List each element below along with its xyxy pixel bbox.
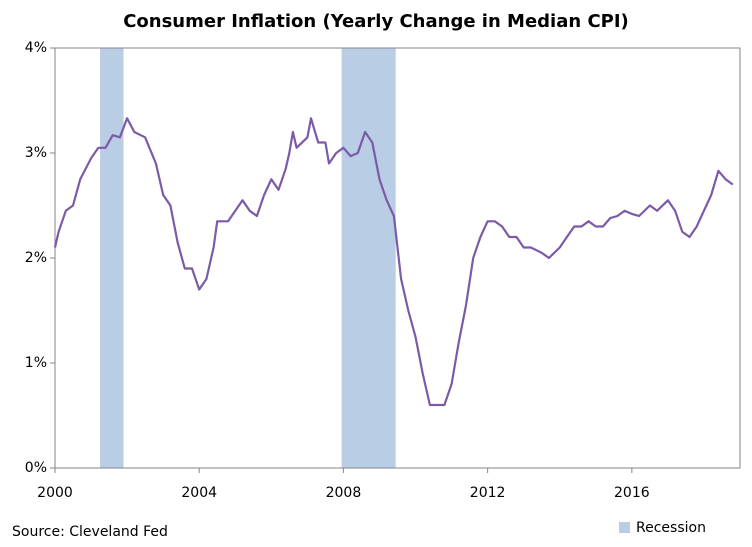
y-tick-label: 4% (25, 40, 47, 56)
y-tick-label: 0% (25, 460, 47, 476)
chart-title: Consumer Inflation (Yearly Change in Med… (123, 11, 629, 32)
y-tick-label: 3% (25, 145, 47, 161)
line (53, 117, 734, 407)
y-tick-label: 2% (25, 250, 47, 266)
y-tick-label: 1% (25, 355, 47, 371)
x-tick-label: 2000 (37, 485, 73, 501)
recession-band (341, 48, 396, 468)
x-tick-label: 2004 (181, 485, 217, 501)
x-tick-label: 2016 (614, 485, 650, 501)
recession-band (100, 48, 124, 468)
legend-swatch (619, 522, 630, 533)
legend-label: Recession (636, 520, 706, 536)
source: Source: Cleveland Fed (12, 524, 168, 540)
plot-frame (54, 47, 741, 469)
x-tick-label: 2008 (326, 485, 362, 501)
x-tick-label: 2012 (470, 485, 506, 501)
